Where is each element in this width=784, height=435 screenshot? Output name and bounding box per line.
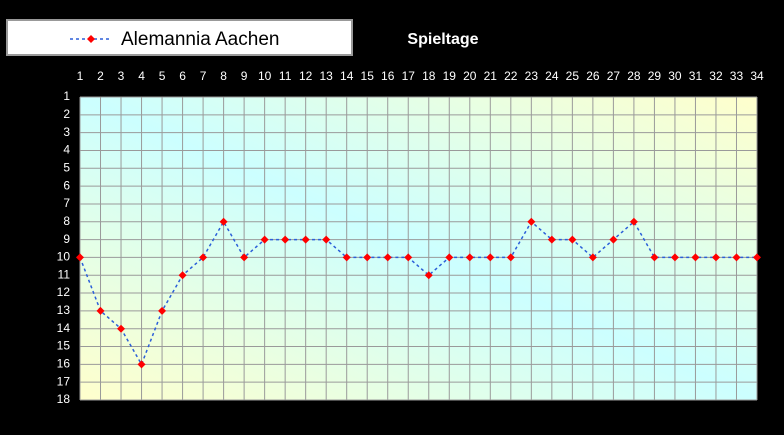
x-tick-label: 21: [484, 69, 498, 83]
point-marker: [240, 253, 249, 262]
y-tick-label: 7: [63, 196, 70, 210]
y-tick-label: 4: [63, 143, 70, 157]
x-tick-label: 10: [258, 69, 272, 83]
x-tick-label: 18: [422, 69, 436, 83]
x-tick-label: 2: [97, 69, 104, 83]
x-tick-label: 17: [402, 69, 416, 83]
point-marker: [219, 217, 228, 226]
point-marker: [158, 306, 167, 315]
y-tick-label: 13: [57, 303, 71, 317]
series-line: [79, 220, 757, 367]
point-marker: [732, 253, 741, 262]
x-tick-label: 6: [179, 69, 186, 83]
x-tick-label: 1: [77, 69, 84, 83]
point-marker: [281, 235, 290, 244]
plot-area: [80, 97, 757, 400]
legend-marker: [87, 35, 95, 43]
x-tick-label: 23: [525, 69, 539, 83]
y-tick-label: 1: [63, 89, 70, 103]
y-tick-label: 6: [63, 178, 70, 192]
x-tick-label: 30: [668, 69, 682, 83]
grid: [79, 96, 758, 401]
x-tick-label: 5: [159, 69, 166, 83]
point-marker: [117, 324, 126, 333]
point-marker: [199, 253, 208, 262]
x-tick-label: 20: [463, 69, 477, 83]
x-tick-label: 33: [730, 69, 744, 83]
point-marker: [711, 253, 720, 262]
y-tick-label: 9: [63, 232, 70, 246]
y-tick-label: 5: [63, 160, 70, 174]
x-tick-label: 14: [340, 69, 354, 83]
chart-title: Spieltage: [407, 31, 478, 48]
x-tick-label: 29: [648, 69, 662, 83]
point-marker: [629, 217, 638, 226]
y-tick-label: 8: [63, 214, 70, 228]
x-tick-label: 7: [200, 69, 207, 83]
point-marker: [568, 235, 577, 244]
x-tick-label: 24: [545, 69, 559, 83]
y-tick-label: 14: [57, 321, 71, 335]
point-marker: [424, 271, 433, 280]
x-tick-label: 22: [504, 69, 518, 83]
y-tick-label: 16: [57, 357, 71, 371]
x-tick-label: 34: [750, 69, 764, 83]
y-tick-label: 2: [63, 107, 70, 121]
y-tick-label: 15: [57, 339, 71, 353]
x-tick-label: 15: [361, 69, 375, 83]
y-tick-label: 18: [57, 392, 71, 406]
legend-box: [6, 19, 353, 56]
x-tick-label: 19: [443, 69, 457, 83]
x-tick-label: 25: [566, 69, 580, 83]
point-marker: [76, 253, 84, 262]
y-tick-label: 3: [63, 125, 70, 139]
point-marker: [691, 253, 700, 262]
point-marker: [486, 253, 495, 262]
point-marker: [178, 271, 187, 280]
point-marker: [404, 253, 413, 262]
x-tick-label: 3: [118, 69, 125, 83]
point-marker: [547, 235, 556, 244]
point-marker: [342, 253, 351, 262]
x-tick-label: 12: [299, 69, 313, 83]
point-marker: [506, 253, 515, 262]
point-marker: [445, 253, 454, 262]
x-tick-label: 4: [138, 69, 145, 83]
point-marker: [363, 253, 372, 262]
point-marker: [588, 253, 597, 262]
y-tick-label: 17: [57, 374, 71, 388]
point-marker: [670, 253, 679, 262]
x-tick-label: 31: [689, 69, 703, 83]
x-tick-label: 16: [381, 69, 395, 83]
legend-label: Alemannia Aachen: [121, 29, 279, 50]
x-tick-label: 26: [586, 69, 600, 83]
marks: [76, 217, 761, 369]
point-marker: [753, 253, 761, 262]
point-marker: [650, 253, 659, 262]
x-tick-label: 11: [279, 69, 292, 83]
x-tick-label: 13: [320, 69, 334, 83]
point-marker: [260, 235, 269, 244]
x-tick-label: 9: [241, 69, 248, 83]
point-marker: [137, 360, 146, 369]
x-tick-label: 32: [709, 69, 723, 83]
point-marker: [96, 306, 105, 315]
y-tick-label: 11: [58, 267, 71, 281]
x-tick-label: 8: [220, 69, 227, 83]
point-marker: [609, 235, 618, 244]
x-tick-label: 28: [627, 69, 641, 83]
y-tick-label: 12: [57, 285, 71, 299]
point-marker: [465, 253, 474, 262]
point-marker: [527, 217, 536, 226]
y-tick-label: 10: [57, 250, 71, 264]
point-marker: [322, 235, 331, 244]
point-marker: [383, 253, 392, 262]
point-marker: [301, 235, 310, 244]
x-tick-label: 27: [607, 69, 621, 83]
